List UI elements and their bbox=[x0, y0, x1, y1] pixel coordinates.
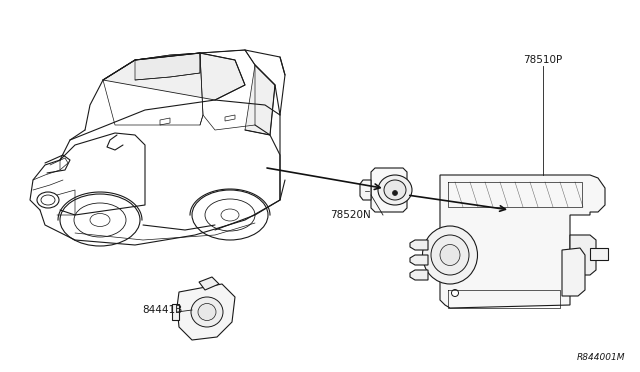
Ellipse shape bbox=[384, 180, 406, 200]
Polygon shape bbox=[245, 65, 275, 135]
Ellipse shape bbox=[60, 194, 140, 246]
Polygon shape bbox=[590, 248, 608, 260]
Polygon shape bbox=[177, 284, 235, 340]
Ellipse shape bbox=[451, 289, 458, 296]
Polygon shape bbox=[172, 304, 179, 320]
Polygon shape bbox=[410, 270, 428, 280]
Ellipse shape bbox=[191, 297, 223, 327]
Ellipse shape bbox=[440, 244, 460, 266]
Polygon shape bbox=[360, 180, 371, 200]
Text: 78520N: 78520N bbox=[330, 210, 371, 220]
Polygon shape bbox=[410, 255, 428, 265]
Ellipse shape bbox=[378, 175, 412, 205]
Ellipse shape bbox=[221, 209, 239, 221]
Ellipse shape bbox=[198, 304, 216, 321]
Polygon shape bbox=[103, 53, 245, 100]
Text: 78510P: 78510P bbox=[524, 55, 563, 65]
Ellipse shape bbox=[205, 199, 255, 231]
Ellipse shape bbox=[392, 190, 397, 196]
Text: R844001M: R844001M bbox=[577, 353, 625, 362]
Polygon shape bbox=[135, 53, 200, 80]
Text: 84441B: 84441B bbox=[142, 305, 182, 315]
Ellipse shape bbox=[422, 226, 477, 284]
Polygon shape bbox=[371, 168, 407, 212]
Ellipse shape bbox=[37, 192, 59, 208]
Polygon shape bbox=[410, 240, 428, 250]
Ellipse shape bbox=[431, 235, 469, 275]
Polygon shape bbox=[440, 175, 605, 308]
Ellipse shape bbox=[41, 195, 55, 205]
Polygon shape bbox=[562, 248, 585, 296]
Polygon shape bbox=[570, 235, 596, 275]
Ellipse shape bbox=[192, 190, 268, 240]
Ellipse shape bbox=[74, 203, 126, 237]
Ellipse shape bbox=[90, 214, 110, 227]
Polygon shape bbox=[199, 277, 219, 290]
